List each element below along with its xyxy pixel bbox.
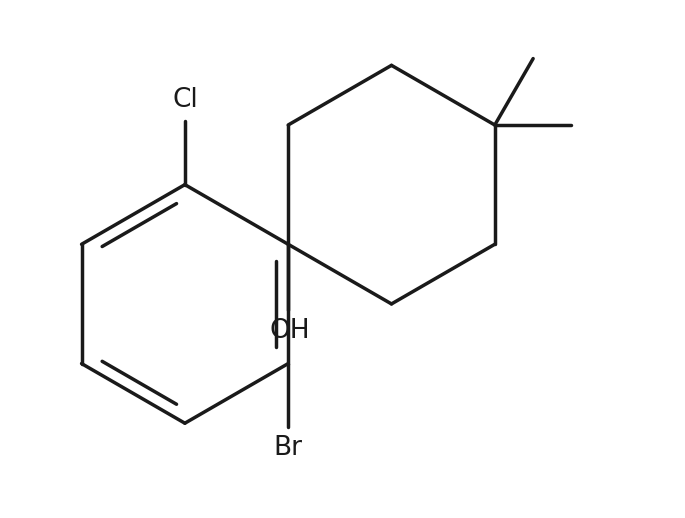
Text: OH: OH	[270, 318, 310, 344]
Text: Cl: Cl	[172, 87, 198, 113]
Text: Br: Br	[274, 435, 303, 461]
